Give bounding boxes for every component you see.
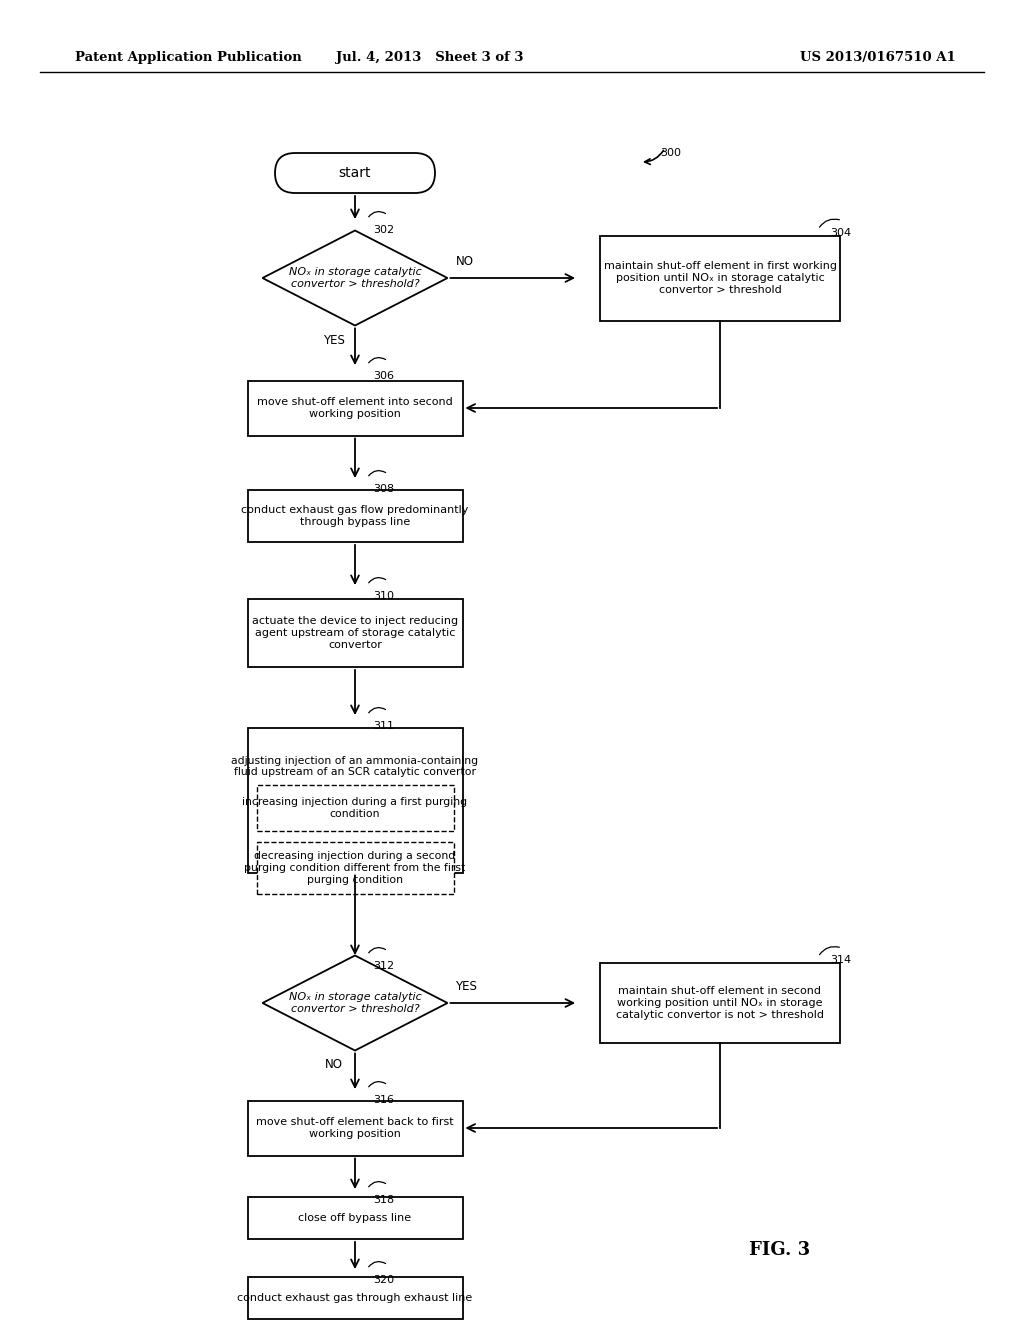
Text: actuate the device to inject reducing
agent upstream of storage catalytic
conver: actuate the device to inject reducing ag… <box>252 616 458 649</box>
FancyBboxPatch shape <box>600 235 840 321</box>
Text: 310: 310 <box>373 591 394 601</box>
Text: 304: 304 <box>830 227 851 238</box>
Text: 312: 312 <box>373 961 394 972</box>
Text: adjusting injection of an ammonia-containing
fluid upstream of an SCR catalytic : adjusting injection of an ammonia-contai… <box>231 755 478 777</box>
FancyBboxPatch shape <box>275 153 435 193</box>
Text: close off bypass line: close off bypass line <box>298 1213 412 1224</box>
Text: start: start <box>339 166 372 180</box>
Text: conduct exhaust gas flow predominantly
through bypass line: conduct exhaust gas flow predominantly t… <box>242 506 469 527</box>
FancyBboxPatch shape <box>256 842 454 894</box>
Text: 318: 318 <box>373 1195 394 1205</box>
Text: NO: NO <box>325 1059 343 1072</box>
FancyBboxPatch shape <box>256 785 454 832</box>
Polygon shape <box>262 231 447 326</box>
FancyBboxPatch shape <box>248 727 463 873</box>
Text: maintain shut-off element in second
working position until NOₓ in storage
cataly: maintain shut-off element in second work… <box>616 986 824 1019</box>
Text: decreasing injection during a second
purging condition different from the first
: decreasing injection during a second pur… <box>245 851 466 884</box>
Text: 300: 300 <box>660 148 681 158</box>
FancyBboxPatch shape <box>248 1276 463 1319</box>
FancyBboxPatch shape <box>248 599 463 667</box>
FancyBboxPatch shape <box>248 490 463 543</box>
FancyBboxPatch shape <box>248 380 463 436</box>
Polygon shape <box>262 956 447 1051</box>
FancyBboxPatch shape <box>600 964 840 1043</box>
Text: 316: 316 <box>373 1096 394 1105</box>
Text: move shut-off element back to first
working position: move shut-off element back to first work… <box>256 1117 454 1139</box>
FancyBboxPatch shape <box>248 1197 463 1239</box>
Text: NOₓ in storage catalytic
convertor > threshold?: NOₓ in storage catalytic convertor > thr… <box>289 993 421 1014</box>
Text: NO: NO <box>456 255 473 268</box>
Text: 306: 306 <box>373 371 394 381</box>
FancyBboxPatch shape <box>248 1101 463 1155</box>
Text: US 2013/0167510 A1: US 2013/0167510 A1 <box>800 51 955 65</box>
Text: 320: 320 <box>373 1275 394 1284</box>
Text: conduct exhaust gas through exhaust line: conduct exhaust gas through exhaust line <box>238 1294 473 1303</box>
Text: Patent Application Publication: Patent Application Publication <box>75 51 302 65</box>
Text: increasing injection during a first purging
condition: increasing injection during a first purg… <box>243 797 468 818</box>
Text: YES: YES <box>456 979 477 993</box>
Text: 302: 302 <box>373 224 394 235</box>
Text: YES: YES <box>324 334 345 346</box>
Text: move shut-off element into second
working position: move shut-off element into second workin… <box>257 397 453 418</box>
Text: FIG. 3: FIG. 3 <box>750 1241 811 1259</box>
Text: Jul. 4, 2013   Sheet 3 of 3: Jul. 4, 2013 Sheet 3 of 3 <box>336 51 523 65</box>
Text: 314: 314 <box>830 954 851 965</box>
Text: 308: 308 <box>373 484 394 494</box>
Text: NOₓ in storage catalytic
convertor > threshold?: NOₓ in storage catalytic convertor > thr… <box>289 267 421 289</box>
Text: 311: 311 <box>373 721 394 731</box>
Text: maintain shut-off element in first working
position until NOₓ in storage catalyt: maintain shut-off element in first worki… <box>603 261 837 294</box>
